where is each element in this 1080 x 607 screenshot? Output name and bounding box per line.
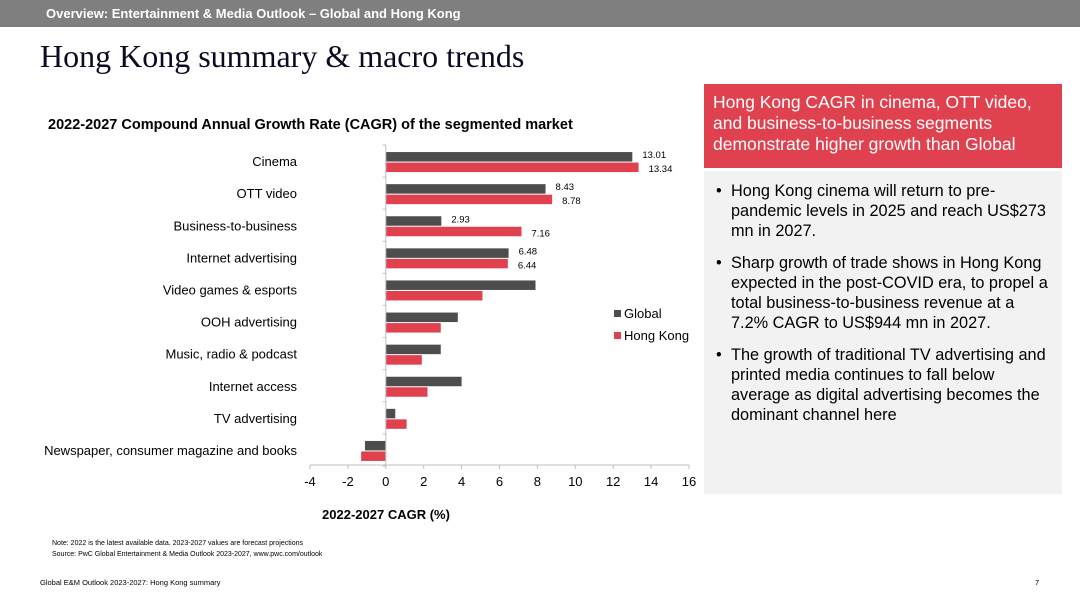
global-bar xyxy=(385,344,441,355)
chart-note: Note: 2022 is the latest available data.… xyxy=(52,540,303,547)
global-bar xyxy=(385,280,536,290)
category-label: TV advertising xyxy=(214,411,297,426)
global-legend-swatch xyxy=(614,310,621,317)
x-tick-label: -2 xyxy=(342,474,354,489)
global-bar xyxy=(385,216,442,226)
bullet-panel: Hong Kong cinema will return to pre-pand… xyxy=(704,171,1062,494)
data-label: 6.48 xyxy=(519,246,538,257)
global-bar xyxy=(385,312,458,323)
x-tick-label: 4 xyxy=(458,474,465,489)
global-bar xyxy=(385,408,396,419)
hong-kong-bar xyxy=(385,323,441,333)
hong-kong-bar xyxy=(361,451,386,461)
chart-title: 2022-2027 Compound Annual Growth Rate (C… xyxy=(48,117,573,133)
category-label: Internet advertising xyxy=(186,250,297,265)
category-label: Business-to-business xyxy=(173,218,297,233)
hong-kong-legend-swatch xyxy=(614,332,621,339)
data-label: 7.16 xyxy=(531,228,550,239)
bullet-item: Hong Kong cinema will return to pre-pand… xyxy=(716,181,1052,241)
data-label: 8.78 xyxy=(562,196,581,207)
data-label: 6.44 xyxy=(518,260,537,271)
callout-text: Hong Kong CAGR in cinema, OTT video, and… xyxy=(713,92,1032,154)
x-axis-title: 2022-2027 CAGR (%) xyxy=(322,507,450,522)
footer-text: Global E&M Outlook 2023-2027: Hong Kong … xyxy=(40,578,221,587)
x-tick-label: 12 xyxy=(606,474,620,489)
category-label: Music, radio & podcast xyxy=(165,347,297,362)
x-tick-label: 10 xyxy=(568,474,582,489)
hong-kong-bar xyxy=(385,258,508,269)
x-tick-label: -4 xyxy=(304,474,316,489)
hong-kong-bar xyxy=(385,194,553,205)
hong-kong-bar xyxy=(385,419,407,429)
hong-kong-bar xyxy=(385,387,428,397)
category-label: Cinema xyxy=(252,154,298,169)
category-label: Internet access xyxy=(209,379,298,394)
global-bar xyxy=(385,248,509,258)
x-tick-label: 16 xyxy=(682,474,696,489)
category-label: OOH advertising xyxy=(201,315,297,330)
data-label: 8.43 xyxy=(556,182,575,193)
hong-kong-bar xyxy=(385,226,522,237)
hong-kong-bar xyxy=(385,290,483,301)
legend-label: Global xyxy=(624,306,662,321)
chart-source: Source: PwC Global Entertainment & Media… xyxy=(52,551,323,558)
legend-label: Hong Kong xyxy=(624,328,689,343)
callout-box: Hong Kong CAGR in cinema, OTT video, and… xyxy=(704,84,1062,168)
global-bar xyxy=(385,376,462,387)
data-label: 13.01 xyxy=(642,150,666,161)
x-tick-label: 8 xyxy=(534,474,541,489)
x-tick-label: 0 xyxy=(382,474,389,489)
page-number: 7 xyxy=(1035,578,1040,587)
page-title: Hong Kong summary & macro trends xyxy=(40,38,525,74)
hong-kong-bar xyxy=(385,355,422,365)
category-label: OTT video xyxy=(237,186,297,201)
global-bar xyxy=(385,152,633,162)
category-label: Video games & esports xyxy=(163,282,298,297)
category-label: Newspaper, consumer magazine and books xyxy=(44,443,297,458)
cagr-bar-chart: Cinema OTT video Business-to-business Inter… xyxy=(44,144,696,522)
global-bar xyxy=(364,440,386,451)
top-banner: Overview: Entertainment & Media Outlook … xyxy=(0,0,1080,27)
x-tick-label: 6 xyxy=(496,474,503,489)
x-tick-label: 14 xyxy=(644,474,658,489)
x-tick-label: 2 xyxy=(420,474,427,489)
banner-text: Overview: Entertainment & Media Outlook … xyxy=(46,6,461,21)
bullet-list: Hong Kong cinema will return to pre-pand… xyxy=(716,181,1052,437)
bullet-item: Sharp growth of trade shows in Hong Kong… xyxy=(716,253,1052,333)
global-bar xyxy=(385,184,546,194)
bullet-item: The growth of traditional TV advertising… xyxy=(716,345,1052,425)
hong-kong-bar xyxy=(385,162,639,173)
data-label: 2.93 xyxy=(451,214,470,225)
data-label: 13.34 xyxy=(649,164,673,175)
